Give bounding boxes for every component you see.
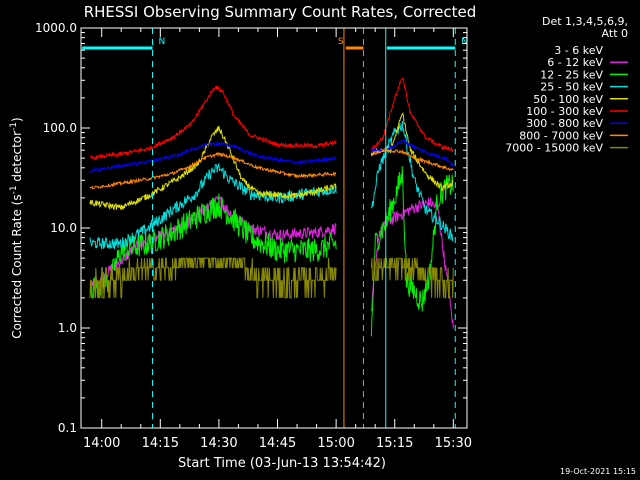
flag-label-1: N — [461, 37, 468, 47]
axes: 0.1 1.0 10.0 100.0 1000.0 14:00 14:15 14:30 14:4… — [35, 21, 472, 451]
x-tick-label: 15:30 — [435, 436, 472, 451]
y-axis-label-part-e: ) — [10, 117, 24, 122]
x-tick-label: 15:00 — [317, 436, 354, 451]
series-line-6-before — [89, 141, 337, 174]
series-line-4-before — [89, 125, 337, 211]
legend-label-6: 300 - 800 keV — [526, 117, 603, 130]
series-line-2-after — [370, 166, 454, 337]
x-tick-label: 15:15 — [376, 436, 413, 451]
series-line-7-before — [89, 152, 337, 190]
series-layer — [89, 77, 454, 337]
x-axis-label: Start Time (03-Jun-13 13:54:42) — [178, 456, 386, 471]
chart-title: RHESSI Observing Summary Count Rates, Co… — [84, 3, 477, 21]
x-tick-label: 14:00 — [83, 436, 120, 451]
series-line-0-after — [370, 211, 403, 326]
y-axis-label-exp-1: -1 — [9, 185, 19, 194]
legend-label-2: 12 - 25 keV — [540, 68, 603, 81]
x-tick-label: 14:30 — [200, 436, 237, 451]
y-axis-label-part-a: Corrected Count Rate (s — [10, 194, 24, 338]
series-line-5-before — [89, 84, 337, 161]
legend-label-7: 800 - 7000 keV — [519, 129, 603, 142]
plot-frame — [80, 27, 468, 429]
y-tick-label: 1000.0 — [35, 21, 77, 35]
legend-label-0: 3 - 6 keV — [554, 44, 603, 57]
y-tick-label: 1.0 — [58, 321, 77, 335]
y-axis-label-part-c: detector — [10, 131, 24, 186]
footer-date: 19-Oct-2021 15:15 — [560, 467, 636, 476]
legend-label-3: 25 - 50 keV — [540, 81, 603, 94]
series-line-1-after — [370, 197, 454, 329]
flag-label-2: S — [338, 37, 344, 47]
marker-layer: N NS — [80, 28, 468, 428]
y-tick-label: 0.1 — [58, 421, 77, 435]
y-tick-label: 100.0 — [43, 121, 77, 135]
series-line-3-after — [370, 120, 454, 242]
series-line-5-after — [370, 77, 454, 153]
legend-label-5: 100 - 300 keV — [526, 105, 603, 118]
x-tick-label: 14:45 — [259, 436, 296, 451]
series-line-8-before — [89, 257, 337, 299]
detector-info-line-1: Det 1,3,4,5,6,9, — [542, 15, 628, 28]
x-tick-label: 14:15 — [142, 436, 179, 451]
flag-label-0: N — [158, 37, 165, 47]
series-line-7-after — [370, 148, 454, 172]
y-tick-label: 10.0 — [50, 221, 77, 235]
y-axis-label: Corrected Count Rate (s-1 detector-1) — [9, 117, 24, 338]
y-axis-label-exp-2: -1 — [9, 122, 19, 131]
series-line-8-after — [370, 257, 454, 299]
legend-label-8: 7000 - 15000 keV — [505, 142, 603, 155]
detector-info-line-2: Att 0 — [602, 27, 628, 40]
legend-label-4: 50 - 100 keV — [533, 93, 603, 106]
series-line-2-before — [89, 193, 337, 299]
legend-label-1: 6 - 12 keV — [547, 56, 603, 69]
